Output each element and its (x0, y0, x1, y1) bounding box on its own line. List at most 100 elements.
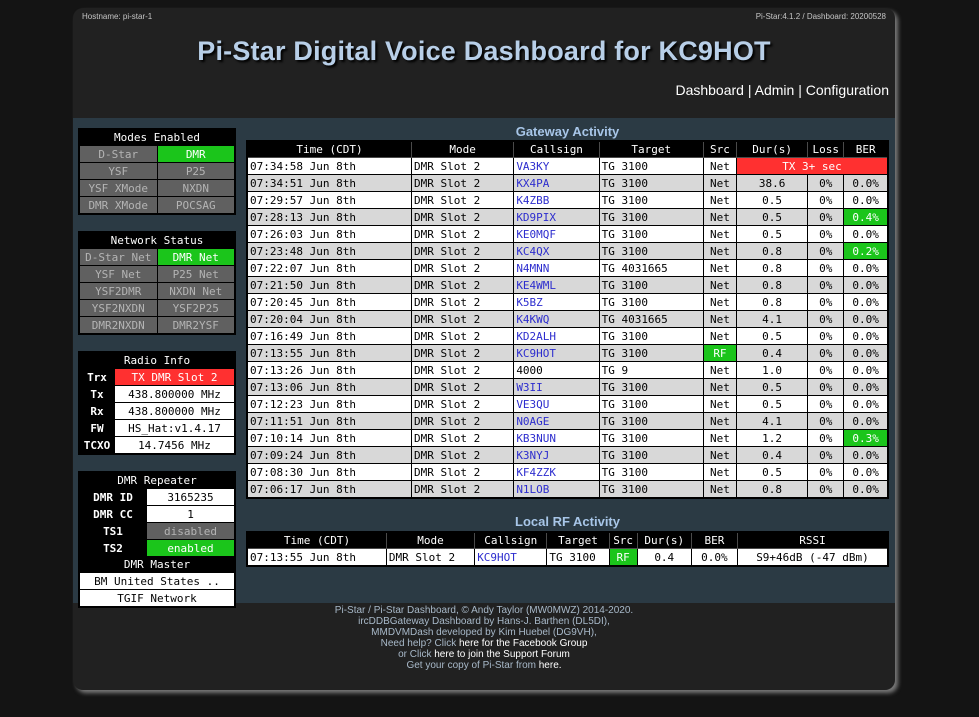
mode-indicator: P25 (156, 162, 236, 180)
callsign-link[interactable]: N4MNN (513, 259, 600, 277)
column-header: BER (690, 531, 738, 549)
target-cell: TG 3100 (598, 480, 704, 499)
callsign-link[interactable]: KB3NUN (513, 429, 600, 447)
top-nav: Dashboard | Admin | Configuration (675, 82, 889, 98)
duration-cell: 0.8 (735, 293, 809, 311)
mode-indicator: DMR (156, 145, 236, 163)
network-indicator: YSF2DMR (78, 282, 158, 300)
mode-cell: DMR Slot 2 (410, 225, 515, 243)
src-cell: Net (702, 412, 737, 430)
network-status-title: Network Status (79, 232, 235, 249)
time-cell: 07:29:57 Jun 8th (246, 191, 412, 209)
target-cell: TG 3100 (598, 463, 704, 481)
callsign-link[interactable]: KD2ALH (513, 327, 600, 345)
dmr-info-value: disabled (146, 522, 236, 540)
callsign-link[interactable]: K4ZBB (513, 191, 600, 209)
callsign-link[interactable]: K4KWQ (513, 310, 600, 328)
target-cell: TG 9 (598, 361, 704, 379)
download-link[interactable]: here. (538, 660, 562, 671)
time-cell: 07:13:06 Jun 8th (246, 378, 412, 396)
callsign-link[interactable]: N1LOB (513, 480, 600, 499)
ber-cell: 0.0% (843, 293, 889, 311)
callsign-link[interactable]: VA3KY (513, 157, 600, 175)
ber-cell: 0.0% (843, 446, 889, 464)
network-indicator: DMR Net (156, 248, 236, 266)
nav-admin-link[interactable]: Admin (754, 82, 795, 98)
target-cell: TG 3100 (598, 225, 704, 243)
ber-cell: 0.0% (843, 310, 889, 328)
mode-indicator: NXDN (156, 179, 236, 197)
callsign-link[interactable]: KE0MQF (513, 225, 600, 243)
network-indicator: YSF2P25 (156, 299, 236, 317)
loss-cell: 0% (807, 463, 845, 481)
callsign-link: 4000 (513, 361, 600, 379)
dmr-info-label: DMR ID (78, 488, 147, 506)
mode-cell: DMR Slot 2 (410, 446, 515, 464)
duration-cell: 0.5 (735, 191, 809, 209)
mode-cell: DMR Slot 2 (410, 378, 515, 396)
callsign-link[interactable]: VE3QU (513, 395, 600, 413)
network-indicator: YSF Net (78, 265, 158, 283)
loss-cell: 0% (807, 378, 845, 396)
table-row: 07:10:14 Jun 8th DMR Slot 2 KB3NUN TG 3100 N… (246, 429, 889, 447)
src-cell: Net (702, 480, 737, 499)
src-cell: Net (702, 208, 737, 226)
callsign-link[interactable]: W3II (513, 378, 600, 396)
callsign-link[interactable]: KE4WML (513, 276, 600, 294)
src-cell: RF (608, 548, 638, 567)
network-indicator-row: DMR2NXDN DMR2YSF (78, 316, 236, 335)
column-header: Time (CDT) (246, 531, 387, 549)
target-cell: TG 3100 (598, 327, 704, 345)
radio-info-value: 14.7456 MHz (114, 436, 236, 455)
facebook-group-link[interactable]: here for the Facebook Group (458, 638, 588, 649)
loss-cell: 0% (807, 225, 845, 243)
duration-cell: 0.5 (735, 208, 809, 226)
callsign-link[interactable]: KD9PIX (513, 208, 600, 226)
loss-cell: 0% (807, 395, 845, 413)
mode-cell: DMR Slot 2 (410, 157, 515, 175)
mode-cell: DMR Slot 2 (410, 361, 515, 379)
callsign-link[interactable]: K5BZ (513, 293, 600, 311)
ber-cell: 0.2% (843, 242, 889, 260)
callsign-link[interactable]: KC9HOT (513, 344, 600, 362)
callsign-link[interactable]: KF4ZZK (513, 463, 600, 481)
callsign-link[interactable]: K3NYJ (513, 446, 600, 464)
ber-cell: 0.0% (843, 327, 889, 345)
dmr-master-value: BM United States .. (78, 572, 236, 590)
dmr-info-row: TS1 disabled (78, 522, 236, 540)
target-cell: TG 3100 (598, 429, 704, 447)
loss-cell: 0% (807, 293, 845, 311)
duration-cell: 38.6 (735, 174, 809, 192)
loss-cell: 0% (807, 276, 845, 294)
mode-cell: DMR Slot 2 (410, 463, 515, 481)
src-cell: Net (702, 259, 737, 277)
column-header: Target (598, 140, 704, 158)
time-cell: 07:20:45 Jun 8th (246, 293, 412, 311)
callsign-link[interactable]: N0AGE (513, 412, 600, 430)
ber-cell: 0.0% (843, 276, 889, 294)
nav-separator: | (747, 82, 752, 98)
duration-cell: 0.5 (735, 327, 809, 345)
ber-cell: 0.0% (843, 395, 889, 413)
mode-indicator: DMR XMode (78, 196, 158, 215)
nav-dashboard-link[interactable]: Dashboard (675, 82, 744, 98)
mode-cell: DMR Slot 2 (410, 480, 515, 499)
duration-cell: 1.2 (735, 429, 809, 447)
support-forum-link[interactable]: here to join the Support Forum (434, 649, 570, 660)
mode-cell: DMR Slot 2 (410, 310, 515, 328)
mode-cell: DMR Slot 2 (410, 276, 515, 294)
dmr-info-value: 3165235 (146, 488, 236, 506)
mode-indicator-row: D-Star DMR (78, 145, 236, 163)
radio-info-label: Rx (78, 402, 115, 420)
callsign-link[interactable]: KC4QX (513, 242, 600, 260)
nav-configuration-link[interactable]: Configuration (805, 82, 889, 98)
radio-info-value: 438.800000 MHz (114, 402, 236, 420)
duration-cell: 0.4 (735, 344, 809, 362)
ber-cell: 0.0% (843, 225, 889, 243)
callsign-link[interactable]: KX4PA (513, 174, 600, 192)
duration-cell: 0.5 (735, 395, 809, 413)
radio-info-row: Tx 438.800000 MHz (78, 385, 236, 403)
target-cell: TG 3100 (598, 412, 704, 430)
src-cell: Net (702, 463, 737, 481)
callsign-link[interactable]: KC9HOT (474, 548, 548, 567)
